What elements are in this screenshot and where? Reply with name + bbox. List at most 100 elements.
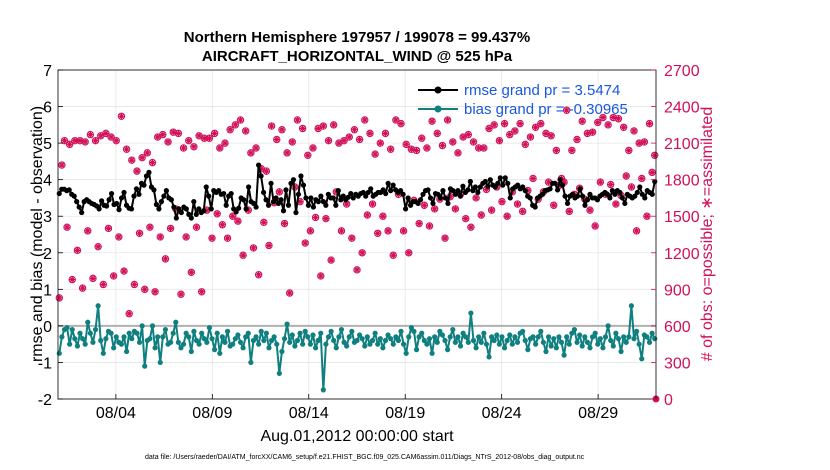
bias-point (481, 330, 487, 336)
bias-point (375, 341, 381, 347)
left-tick-label: -1 (38, 355, 52, 372)
bias-point (274, 341, 280, 347)
bias-point (134, 330, 140, 336)
bias-point (426, 336, 433, 342)
rmse-point (547, 186, 553, 192)
bias-point (494, 332, 500, 338)
bias-point (178, 345, 184, 351)
bias-point (605, 323, 611, 329)
rmse-point (427, 195, 434, 201)
obs-assimilated-marker (516, 120, 524, 127)
bias-point (59, 334, 65, 340)
rmse-point (445, 200, 451, 207)
obs-assimilated-marker (110, 272, 117, 280)
obs-assimilated-marker (405, 249, 412, 256)
bias-point (292, 343, 298, 349)
rmse-point (288, 180, 294, 186)
obs-assimilated-marker (185, 137, 192, 144)
rmse-point (522, 188, 528, 194)
obs-assimilated-marker (524, 187, 532, 194)
rmse-point (270, 199, 277, 205)
obs-assimilated-marker (322, 215, 330, 222)
rmse-point (208, 206, 214, 212)
obs-assimilated-marker (182, 233, 190, 241)
right-tick-label: 2700 (664, 63, 700, 80)
obs-assimilated-marker (628, 183, 635, 191)
rmse-point (151, 187, 157, 193)
bias-point (626, 334, 632, 340)
obs-assimilated-marker (418, 135, 425, 142)
rmse-point (609, 188, 615, 194)
obs-assimilated-marker (633, 227, 640, 235)
obs-assimilated-marker (641, 138, 648, 146)
bias-point (237, 339, 244, 345)
bias-point (188, 348, 194, 355)
bias-point (628, 303, 635, 309)
rmse-point (203, 184, 209, 190)
bias-point (631, 336, 637, 342)
rmse-point (228, 190, 234, 197)
obs-assimilated-marker (351, 126, 358, 133)
rmse-point (577, 186, 583, 192)
rmse-point (315, 199, 321, 205)
bias-point (95, 303, 101, 309)
obs-assimilated-marker (286, 289, 293, 297)
obs-assimilated-marker (542, 130, 550, 137)
left-tick-label: 5 (43, 136, 52, 153)
obs-assimilated-marker (229, 213, 236, 220)
rmse-point (290, 177, 297, 183)
obs-assimilated-marker (299, 125, 306, 132)
bias-point (556, 334, 562, 340)
obs-assimilated-marker (136, 230, 143, 237)
bias-point (372, 330, 378, 336)
obs-assimilated-marker (449, 138, 456, 146)
obs-assimilated-marker (276, 188, 283, 196)
obs-assimilated-marker (356, 136, 363, 143)
rmse-point (360, 189, 366, 196)
rmse-point (604, 191, 611, 197)
rmse-point (554, 187, 561, 193)
obs-assimilated-marker (330, 121, 337, 129)
bias-point (644, 334, 650, 340)
rmse-point (495, 180, 501, 186)
rmse-point (153, 201, 160, 208)
rmse-point (442, 195, 449, 201)
rmse-point (540, 191, 546, 197)
bias-point (476, 334, 482, 340)
rmse-series (56, 162, 658, 221)
rmse-point (455, 188, 461, 194)
obs-assimilated-marker (635, 139, 643, 147)
bias-point (136, 339, 143, 345)
obs-assimilated-marker (327, 256, 335, 264)
chart-title-line1: Northern Hemisphere 197957 / 199078 = 99… (184, 29, 530, 46)
bias-point (289, 332, 295, 338)
bias-point (258, 328, 264, 334)
bias-point (243, 334, 249, 340)
obs-assimilated-marker (506, 131, 513, 138)
bias-point (302, 328, 308, 334)
bias-point (478, 339, 484, 345)
bias-point (574, 339, 580, 345)
bias-point (217, 350, 223, 356)
bias-point (312, 345, 319, 351)
obs-assimilated-marker (467, 223, 475, 231)
obs-assimilated-marker (255, 271, 262, 278)
obs-assimilated-marker (317, 272, 324, 280)
obs-assimilated-marker (498, 198, 506, 205)
bias-point (649, 330, 655, 336)
right-tick-label: 2400 (664, 100, 700, 117)
rmse-point (305, 202, 312, 208)
bias-point (341, 339, 347, 345)
bias-point (204, 339, 210, 345)
obs-assimilated-marker (81, 138, 89, 146)
rmse-point (420, 191, 426, 197)
obs-assimilated-marker (483, 186, 490, 193)
bias-point (328, 328, 334, 334)
left-tick-label: 6 (43, 100, 52, 117)
rmse-point (348, 190, 354, 197)
bias-point (318, 330, 324, 336)
bias-point (245, 330, 251, 336)
obs-assimilated-marker (462, 215, 469, 222)
bias-point (450, 326, 456, 333)
bias-point (403, 350, 409, 356)
